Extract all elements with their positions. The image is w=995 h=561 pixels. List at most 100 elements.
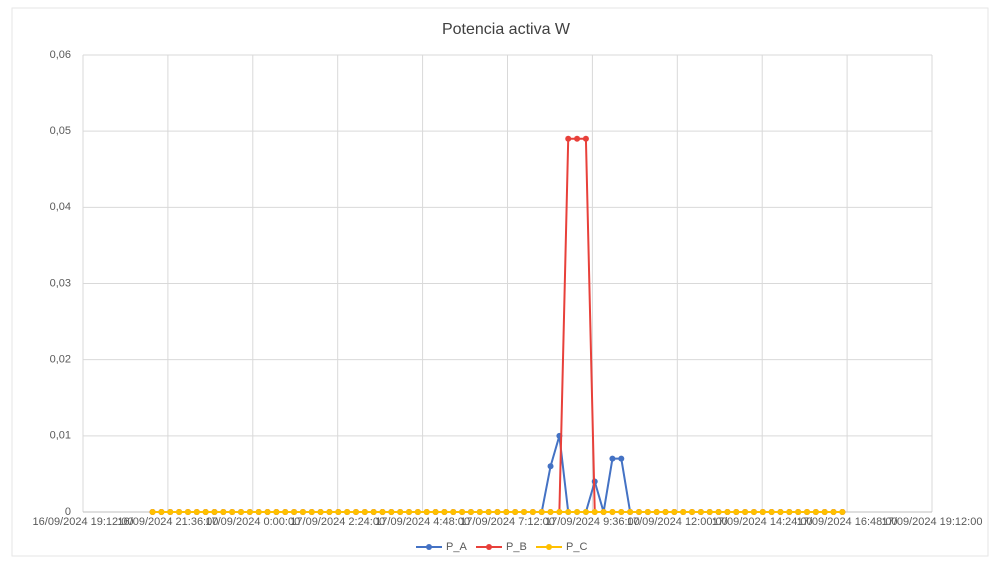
point (406, 509, 413, 515)
point (512, 509, 519, 515)
point (777, 509, 784, 515)
point (671, 509, 678, 515)
x-tick-label: 17/09/2024 2:24:00 (290, 516, 385, 528)
chart-frame (11, 7, 989, 557)
point (291, 509, 298, 515)
point (432, 509, 439, 515)
point (538, 509, 545, 515)
point (352, 509, 359, 515)
point (450, 509, 457, 515)
point (830, 509, 837, 515)
point (459, 509, 466, 515)
point (565, 509, 572, 515)
point (609, 455, 616, 462)
point (582, 135, 589, 142)
point (361, 509, 368, 515)
point (397, 509, 404, 515)
point (768, 509, 775, 515)
point (618, 509, 625, 515)
point (795, 509, 802, 515)
point (715, 509, 722, 515)
y-tick-label: 0,05 (50, 125, 71, 137)
legend-label: P_A (446, 541, 467, 553)
point (229, 509, 236, 515)
point (184, 509, 191, 515)
point (193, 509, 200, 515)
legend-marker (546, 544, 552, 550)
point (521, 509, 528, 515)
x-tick-label: 17/09/2024 14:24:00 (712, 516, 813, 528)
point (379, 509, 386, 515)
point (202, 509, 209, 515)
y-tick-label: 0,02 (50, 354, 71, 366)
x-tick-label: 17/09/2024 12:00:00 (627, 516, 728, 528)
point (786, 509, 793, 515)
point (556, 509, 563, 515)
point (158, 509, 165, 515)
point (733, 509, 740, 515)
point (574, 509, 581, 515)
point (724, 509, 731, 515)
point (220, 509, 227, 515)
x-tick-label: 17/09/2024 9:36:00 (545, 516, 640, 528)
y-tick-label: 0,01 (50, 430, 71, 442)
x-tick-label: 17/09/2024 16:48:00 (797, 516, 898, 528)
point (680, 509, 687, 515)
x-tick-label: 17/09/2024 0:00:00 (205, 516, 300, 528)
point (317, 509, 324, 515)
point (600, 509, 607, 515)
point (750, 509, 757, 515)
point (388, 509, 395, 515)
point (176, 509, 183, 515)
point (503, 509, 510, 515)
point (335, 509, 342, 515)
point (609, 509, 616, 515)
point (423, 509, 430, 515)
point (529, 509, 536, 515)
point (467, 509, 474, 515)
point (627, 509, 634, 515)
point (812, 509, 819, 515)
point (574, 135, 581, 142)
point (414, 509, 421, 515)
point (821, 509, 828, 515)
legend-label: P_B (506, 541, 527, 553)
point (547, 463, 554, 470)
point (299, 509, 306, 515)
y-tick-label: 0,06 (50, 49, 71, 61)
point (706, 509, 713, 515)
point (644, 509, 651, 515)
point (476, 509, 483, 515)
point (344, 509, 351, 515)
point (273, 509, 280, 515)
point (804, 509, 811, 515)
y-tick-label: 0 (65, 506, 71, 518)
point (255, 509, 262, 515)
point (211, 509, 218, 515)
x-tick-label: 17/09/2024 7:12:00 (460, 516, 555, 528)
legend-marker (486, 544, 492, 550)
point (839, 509, 846, 515)
point (618, 455, 625, 462)
point (441, 509, 448, 515)
point (689, 509, 696, 515)
point (167, 509, 174, 515)
y-tick-label: 0,03 (50, 277, 71, 289)
point (662, 509, 669, 515)
point (494, 509, 501, 515)
point (282, 509, 289, 515)
point (246, 509, 253, 515)
point (653, 509, 660, 515)
point (149, 509, 156, 515)
point (264, 509, 271, 515)
point (635, 509, 642, 515)
point (591, 509, 598, 515)
legend-label: P_C (566, 541, 587, 553)
point (238, 509, 245, 515)
point (326, 509, 333, 515)
legend-marker (426, 544, 432, 550)
chart-title: Potencia activa W (442, 21, 571, 38)
point (485, 509, 492, 515)
point (759, 509, 766, 515)
